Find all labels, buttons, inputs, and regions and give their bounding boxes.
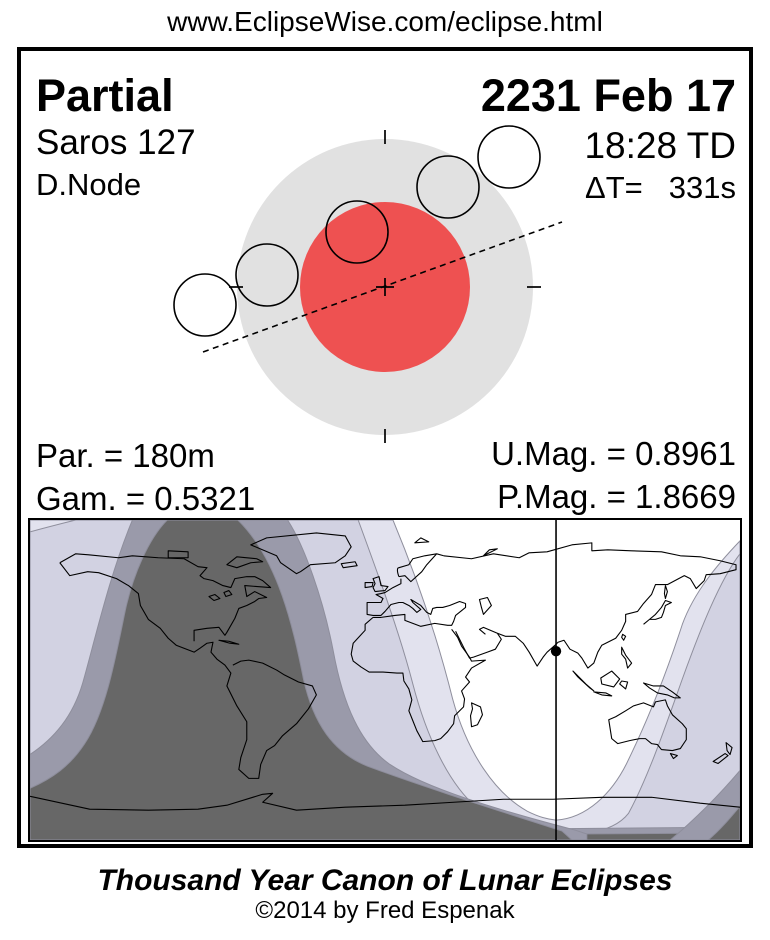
sublunar-point-dot (550, 646, 562, 657)
moon-position-circle (173, 273, 237, 337)
continent-outlines (30, 532, 740, 811)
site-url: www.EclipseWise.com/eclipse.html (167, 6, 603, 37)
stat-partial-duration: Par. = 180m (36, 437, 215, 474)
eclipse-type: Partial (36, 70, 174, 121)
moon-position-circle (416, 155, 480, 219)
visibility-map (30, 520, 740, 840)
stat-penumbral-magnitude: P.Mag. = 1.8669 (497, 478, 736, 515)
delta-t-label: ΔT= (585, 170, 643, 205)
delta-t: ΔT= 331s (585, 170, 736, 206)
visibility-map-frame (28, 518, 742, 842)
saros-series: Saros 127 (36, 123, 196, 162)
eclipse-time: 18:28 TD (584, 125, 736, 166)
eclipse-card: Partial Saros 127 D.Node 2231 Feb 17 18:… (17, 47, 753, 848)
moon-position-circle (477, 125, 541, 189)
delta-t-value: 331s (668, 170, 736, 205)
moon-position-circle (325, 200, 389, 264)
moon-position-circle (235, 243, 299, 307)
stat-gamma: Gam. = 0.5321 (36, 480, 256, 517)
copyright: ©2014 by Fred Espenak (255, 897, 515, 924)
map-shading (30, 520, 740, 840)
node-type: D.Node (36, 167, 142, 202)
eclipse-geometry-diagram (173, 125, 563, 443)
eclipse-date: 2231 Feb 17 (480, 70, 736, 121)
stat-umbral-magnitude: U.Mag. = 0.8961 (491, 435, 736, 472)
canon-title: Thousand Year Canon of Lunar Eclipses (97, 864, 673, 897)
ecliptic-dashed-line (202, 221, 563, 353)
